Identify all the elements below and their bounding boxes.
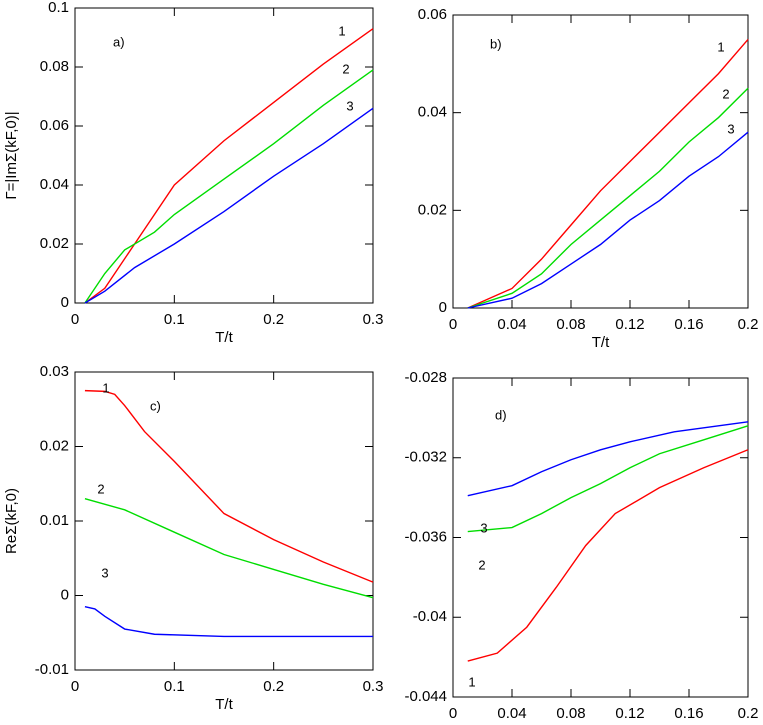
plot-frame xyxy=(74,7,374,304)
x-tick-label: 0 xyxy=(71,678,79,695)
y-tick-label: -0.044 xyxy=(404,688,447,705)
panel-label: d) xyxy=(495,407,507,422)
y-tick-label: 0.02 xyxy=(40,235,69,252)
y-tick-label: -0.032 xyxy=(404,449,447,466)
y-tick-label: 0.04 xyxy=(40,176,69,193)
curve-label: 1 xyxy=(102,380,109,395)
line-series xyxy=(467,425,749,533)
y-axis-label: ReΣ(kF,0) xyxy=(3,488,20,554)
x-tick-label: 0.12 xyxy=(615,705,644,722)
y-tick-label: 0 xyxy=(61,586,69,603)
curve-label: 1 xyxy=(338,23,345,38)
x-tick-label: 0.04 xyxy=(497,316,526,333)
x-axis-label: T/t xyxy=(215,329,233,346)
curve-label: 3 xyxy=(346,98,353,113)
curve-label: 2 xyxy=(342,61,349,76)
x-tick-label: 0.1 xyxy=(164,678,185,695)
y-tick-label: -0.01 xyxy=(35,661,69,678)
x-tick-label: 0.08 xyxy=(556,705,585,722)
line-series xyxy=(467,449,749,662)
x-axis-label: T/t xyxy=(592,334,610,351)
line-series xyxy=(467,421,749,497)
x-tick-label: 0.16 xyxy=(674,316,703,333)
curve-label: 2 xyxy=(97,481,104,496)
panel-label: a) xyxy=(113,34,125,49)
y-tick-label: -0.036 xyxy=(404,528,447,545)
y-tick-label: -0.028 xyxy=(404,369,447,386)
x-tick-label: 0 xyxy=(71,311,79,328)
plot-frame xyxy=(452,14,749,309)
line-series xyxy=(84,69,374,304)
x-tick-label: 0.12 xyxy=(615,316,644,333)
y-tick-label: 0.02 xyxy=(418,201,447,218)
line-series xyxy=(84,497,374,599)
curve-label: 1 xyxy=(717,39,724,54)
x-tick-label: 0.2 xyxy=(263,311,284,328)
x-tick-label: 0.04 xyxy=(497,705,526,722)
y-tick-label: 0 xyxy=(439,299,447,316)
y-tick-label: 0.03 xyxy=(40,363,69,380)
x-axis-label: T/t xyxy=(215,696,233,713)
x-axis-label: T/t xyxy=(592,723,610,725)
x-tick-label: 0.2 xyxy=(738,316,759,333)
curve-label: 3 xyxy=(101,565,108,580)
line-series xyxy=(84,28,374,304)
y-axis-label: Γ=|ImΣ(kF,0)| xyxy=(3,111,20,199)
x-tick-label: 0.3 xyxy=(363,678,384,695)
curve-label: 2 xyxy=(478,557,485,572)
panel-label: c) xyxy=(150,398,161,413)
line-series xyxy=(467,131,749,309)
line-series xyxy=(84,605,373,638)
y-tick-label: 0.06 xyxy=(40,117,69,134)
x-tick-label: 0.2 xyxy=(263,678,284,695)
curve-label: 1 xyxy=(468,674,475,689)
x-tick-label: 0.08 xyxy=(556,316,585,333)
curve-label: 3 xyxy=(480,520,487,535)
x-tick-label: 0.2 xyxy=(738,705,759,722)
y-tick-label: 0.06 xyxy=(418,6,447,23)
curve-label: 3 xyxy=(727,121,734,136)
x-tick-label: 0 xyxy=(449,316,457,333)
line-series xyxy=(467,38,749,309)
y-tick-label: -0.04 xyxy=(413,608,447,625)
curve-label: 2 xyxy=(722,86,729,101)
x-tick-label: 0.1 xyxy=(164,311,185,328)
x-tick-label: 0.16 xyxy=(674,705,703,722)
y-tick-label: 0.08 xyxy=(40,58,69,75)
line-series xyxy=(84,107,374,304)
panel-label: b) xyxy=(490,36,502,51)
y-tick-label: 0.02 xyxy=(40,437,69,454)
line-series xyxy=(467,87,749,309)
y-tick-label: 0.1 xyxy=(48,0,69,16)
y-tick-label: 0.04 xyxy=(418,104,447,121)
y-tick-label: 0.01 xyxy=(40,512,69,529)
x-tick-label: 0.3 xyxy=(363,311,384,328)
y-tick-label: 0 xyxy=(61,294,69,311)
plot-frame xyxy=(452,377,749,698)
line-series xyxy=(84,389,374,583)
x-tick-label: 0 xyxy=(449,705,457,722)
